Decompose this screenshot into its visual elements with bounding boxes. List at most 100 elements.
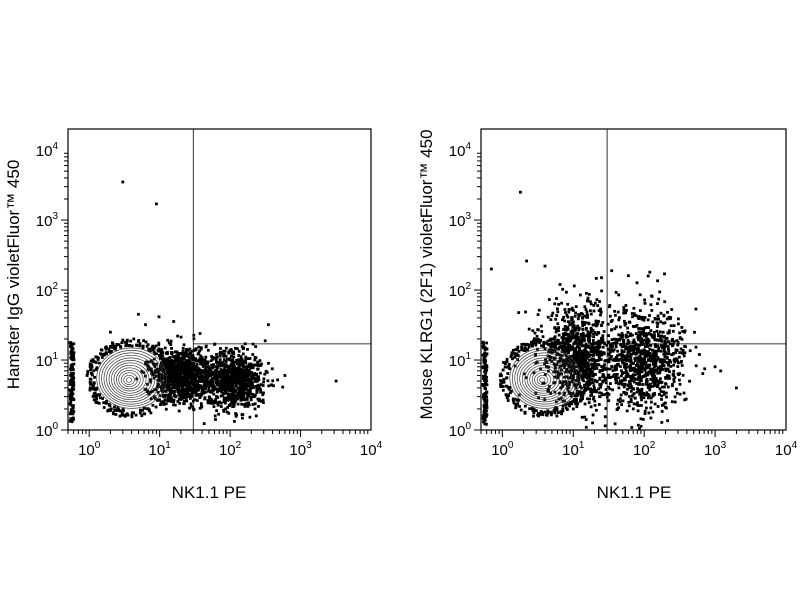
event-dot (671, 329, 675, 333)
event-dot (626, 326, 629, 330)
event-dot (618, 316, 621, 319)
event-dot (645, 343, 649, 347)
event-dot (658, 290, 662, 294)
event-dot (138, 411, 142, 415)
event-dot (255, 390, 259, 394)
event-dot (674, 351, 678, 354)
event-dot (195, 362, 199, 366)
event-dot (543, 373, 547, 376)
event-dot (633, 367, 637, 371)
event-dot (71, 385, 75, 389)
contour-level (98, 350, 165, 407)
event-dot (108, 350, 111, 354)
event-dot (533, 337, 536, 341)
event-dot (593, 359, 597, 362)
x-axis-title: NK1.1 PE (172, 483, 247, 502)
event-dot (588, 340, 591, 344)
event-dot (551, 348, 555, 352)
event-dot (586, 366, 590, 370)
event-dot (518, 405, 521, 408)
event-dot (629, 365, 632, 368)
event-dot (574, 305, 578, 308)
event-dot (628, 380, 631, 383)
event-dot (556, 376, 559, 380)
event-dot (153, 352, 157, 355)
event-dot (180, 365, 183, 369)
event-dot (593, 399, 597, 403)
event-dot (602, 379, 606, 382)
event-dot (182, 396, 186, 399)
event-dot (188, 382, 191, 385)
event-dot (587, 338, 591, 342)
event-dot (664, 352, 667, 356)
event-dot (601, 393, 605, 397)
event-dot (638, 293, 642, 297)
event-dot (644, 363, 648, 367)
event-dot (659, 390, 663, 393)
event-dot (586, 397, 589, 401)
event-dot (171, 362, 175, 366)
axis-ticks (474, 152, 784, 437)
event-dot (241, 380, 245, 384)
event-dot (219, 405, 223, 408)
event-dot (557, 333, 561, 337)
event-dot (182, 362, 185, 366)
event-dot (122, 409, 125, 412)
event-dot (621, 358, 625, 362)
event-dot (640, 370, 644, 374)
event-dot (561, 342, 565, 345)
event-dot (508, 386, 512, 390)
event-dot (231, 371, 235, 375)
event-dot (108, 403, 111, 407)
event-dot (653, 357, 657, 361)
event-dot (163, 364, 167, 368)
event-dot (624, 367, 628, 371)
event-dot (117, 407, 120, 411)
event-dot (617, 386, 621, 390)
event-dot (513, 397, 517, 401)
event-dot (655, 354, 658, 357)
event-dot (637, 359, 641, 363)
event-dot (672, 373, 676, 377)
event-dot (68, 388, 72, 392)
event-dot (234, 379, 238, 382)
event-dot (482, 404, 486, 407)
event-dot (631, 387, 635, 390)
event-dot (233, 399, 237, 402)
event-dot (564, 406, 568, 410)
event-dot (121, 180, 125, 184)
event-dot (684, 397, 688, 401)
event-dot (560, 368, 563, 372)
event-dot (551, 311, 555, 315)
event-dot (539, 410, 543, 413)
event-dot (680, 337, 684, 341)
contour-level (536, 374, 549, 385)
plot-frame (480, 128, 787, 431)
event-dot (597, 403, 601, 406)
event-dot (580, 363, 584, 367)
event-dot (524, 376, 528, 380)
event-dot (564, 382, 568, 386)
event-dot (561, 409, 565, 413)
event-dot (213, 343, 216, 346)
event-dot (574, 311, 577, 315)
event-dot (672, 363, 676, 367)
event-dot (153, 365, 157, 369)
event-dot (663, 300, 667, 304)
event-dot (194, 369, 198, 373)
event-dot (71, 411, 74, 415)
event-dot (71, 378, 75, 382)
event-dot (635, 390, 639, 394)
event-dot (105, 400, 108, 403)
event-dot (537, 308, 541, 312)
event-dot (230, 401, 234, 404)
event-dot (592, 372, 596, 376)
event-dot (254, 377, 258, 381)
event-dot (651, 394, 655, 398)
event-dot (571, 400, 575, 403)
event-dot (192, 337, 196, 341)
event-dot (246, 382, 250, 385)
event-dot (156, 390, 160, 394)
event-dot (613, 327, 617, 331)
event-dot (642, 338, 646, 342)
